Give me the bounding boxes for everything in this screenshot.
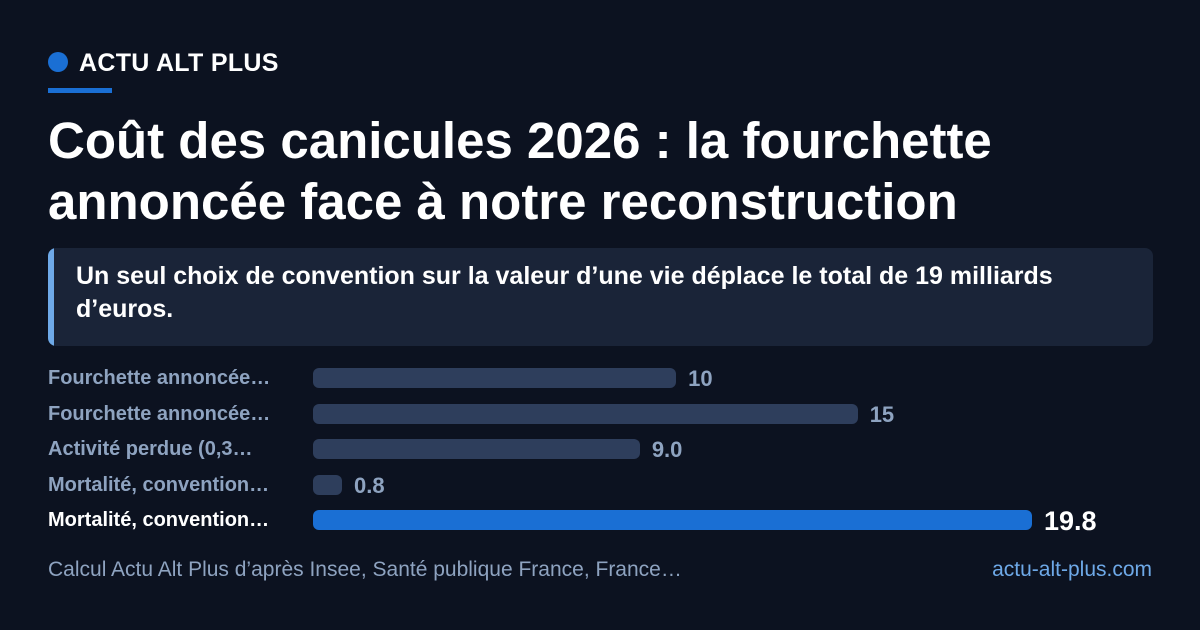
chart-bar [313, 403, 858, 424]
bar-chart: Fourchette annoncée… 10 Fourchette annoncé… [0, 360, 1200, 540]
chart-bar [313, 368, 677, 388]
chart-category-label: Activité perdue (0,3… [48, 438, 253, 460]
chart-bar [313, 439, 640, 459]
subtitle-accent-bar [48, 248, 54, 346]
source-note: Calcul Actu Alt Plus d’après Insee, Sant… [48, 558, 682, 581]
brand-dot-icon [48, 52, 68, 72]
subtitle-text: Un seul choix de convention sur la valeu… [76, 262, 1053, 323]
chart-row: Activité perdue (0,3… 9.0 [0, 431, 1200, 467]
chart-row: Fourchette annoncée… 15 [0, 396, 1200, 432]
chart-value-label: 19.8 [1044, 506, 1097, 536]
brand-underline [48, 88, 112, 93]
chart-bar [313, 474, 343, 495]
chart-category-label: Fourchette annoncée… [48, 367, 271, 389]
chart-category-label: Mortalité, convention… [48, 473, 270, 496]
chart-category-label: Mortalité, convention… [48, 509, 270, 531]
brand: ACTU ALT PLUS [48, 48, 279, 78]
subtitle-callout: Un seul choix de convention sur la valeu… [48, 248, 1153, 346]
chart-row: Mortalité, convention… 0.8 [0, 467, 1200, 503]
chart-category-label: Fourchette annoncée… [48, 402, 271, 425]
chart-row: Fourchette annoncée… 10 [0, 360, 1200, 396]
page-title: Coût des canicules 2026 : la fourchette … [48, 112, 992, 230]
brand-name: ACTU ALT PLUS [79, 48, 279, 77]
chart-value-label: 9.0 [651, 437, 683, 462]
chart-value-label: 10 [688, 366, 713, 391]
site-link[interactable]: actu-alt-plus.com [992, 558, 1152, 581]
chart-value-label: 0.8 [354, 472, 385, 498]
chart-value-label: 15 [869, 401, 895, 427]
chart-row: Mortalité, convention… 19.8 [0, 502, 1200, 538]
chart-bar [313, 510, 1032, 530]
